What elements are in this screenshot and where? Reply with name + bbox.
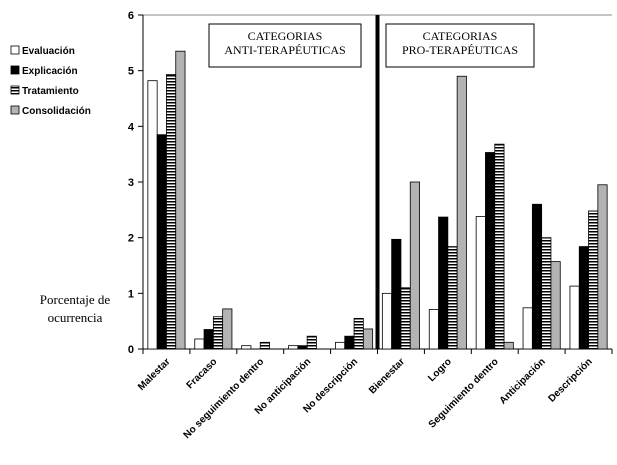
y-tick-label: 3 xyxy=(128,177,134,189)
legend-label: Explicación xyxy=(22,66,78,77)
bar xyxy=(475,216,486,350)
bar xyxy=(578,246,589,350)
legend-swatch xyxy=(10,45,20,55)
bar xyxy=(503,341,514,350)
y-tick-label: 0 xyxy=(128,344,134,356)
x-tick-label: Anticipación xyxy=(498,356,548,406)
bar xyxy=(297,345,308,350)
y-tick-label: 4 xyxy=(128,121,135,133)
bar xyxy=(456,75,467,350)
x-tick-label: No seguimiento dentro xyxy=(182,356,267,441)
y-tick-label: 5 xyxy=(128,66,134,78)
bar xyxy=(306,335,317,350)
legend-label: Evaluación xyxy=(22,46,75,57)
bar xyxy=(391,238,402,350)
bar xyxy=(494,143,505,350)
bar xyxy=(147,80,158,350)
bar xyxy=(156,134,167,350)
legend-swatch xyxy=(10,105,20,115)
bar xyxy=(597,184,608,350)
bar xyxy=(241,345,252,350)
bar xyxy=(409,181,420,350)
group-label-text: ANTI-TERAPÉUTICAS xyxy=(224,43,345,57)
bar xyxy=(428,309,439,350)
group-label-text: CATEGORIAS xyxy=(423,29,498,43)
bar xyxy=(541,237,552,350)
bar xyxy=(447,246,458,350)
y-tick-label: 2 xyxy=(128,233,134,245)
bar xyxy=(550,261,561,350)
bar xyxy=(259,341,270,350)
group-label-text: CATEGORIAS xyxy=(248,29,323,43)
legend-swatch xyxy=(10,85,20,95)
bar xyxy=(485,152,496,350)
bar xyxy=(569,285,580,350)
bar xyxy=(381,292,393,350)
bar xyxy=(362,328,374,350)
x-tick-label: Malestar xyxy=(136,356,173,393)
x-tick-label: Fracaso xyxy=(185,356,220,391)
y-tick-label: 1 xyxy=(128,288,134,300)
bar xyxy=(175,50,186,350)
bar xyxy=(344,335,355,350)
bar xyxy=(353,317,364,350)
bar xyxy=(194,338,205,350)
legend-label: Tratamiento xyxy=(22,86,79,97)
bar xyxy=(522,307,533,350)
bar xyxy=(212,316,224,350)
y-axis-title: Porcentaje de xyxy=(40,292,111,307)
bar xyxy=(588,210,599,350)
legend-swatch xyxy=(10,65,20,75)
bar xyxy=(166,74,177,350)
group-label-text: PRO-TERAPÉUTICAS xyxy=(402,43,518,57)
bar xyxy=(203,329,214,350)
y-axis-title: ocurrencia xyxy=(48,310,103,325)
bar xyxy=(288,345,299,350)
group-label-box xyxy=(385,23,535,68)
group-label-box xyxy=(208,23,362,68)
bar xyxy=(222,308,233,350)
x-tick-label: Bienestar xyxy=(367,356,407,396)
bar xyxy=(400,287,411,350)
legend-label: Consolidación xyxy=(22,106,91,117)
x-tick-label: Descripción xyxy=(546,356,594,404)
y-tick-label: 6 xyxy=(128,10,134,22)
bar xyxy=(531,203,543,350)
bar xyxy=(438,216,449,350)
x-tick-label: Logro xyxy=(426,356,454,384)
bar xyxy=(335,341,346,350)
